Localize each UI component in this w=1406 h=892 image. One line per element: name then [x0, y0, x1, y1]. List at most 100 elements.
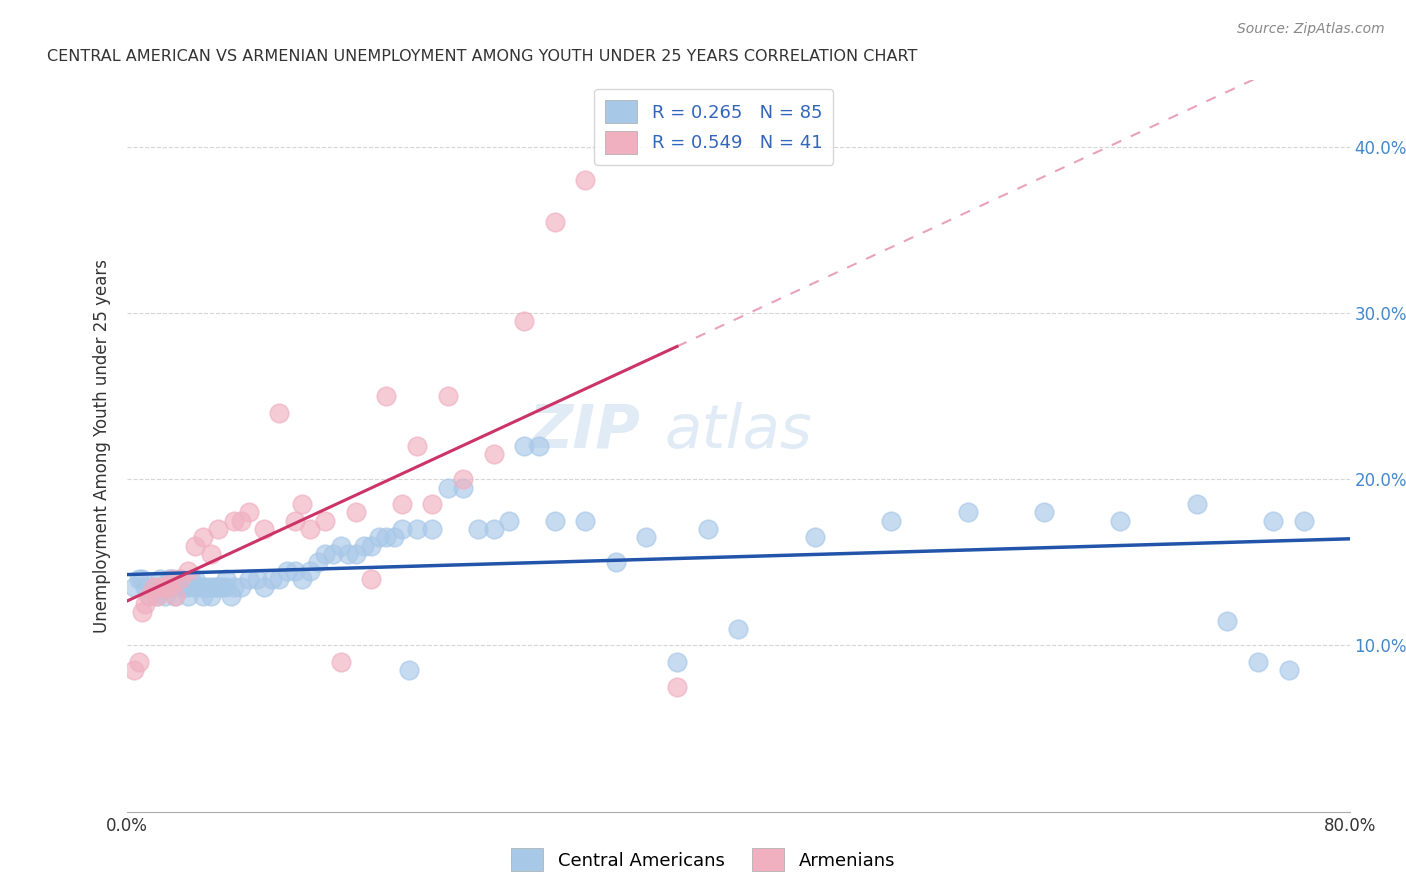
Text: CENTRAL AMERICAN VS ARMENIAN UNEMPLOYMENT AMONG YOUTH UNDER 25 YEARS CORRELATION: CENTRAL AMERICAN VS ARMENIAN UNEMPLOYMEN…: [46, 49, 917, 64]
Point: [451, 481, 474, 495]
Point: [344, 506, 367, 520]
Point: [1216, 614, 1239, 628]
Point: [291, 497, 314, 511]
Point: [238, 572, 260, 586]
Point: [382, 530, 405, 544]
Point: [253, 522, 276, 536]
Point: [375, 530, 398, 544]
Point: [162, 572, 184, 586]
Point: [173, 580, 195, 594]
Point: [200, 580, 222, 594]
Point: [143, 580, 166, 594]
Point: [165, 589, 187, 603]
Point: [231, 580, 253, 594]
Point: [1277, 664, 1299, 678]
Point: [375, 389, 398, 403]
Point: [307, 555, 329, 569]
Point: [207, 522, 229, 536]
Point: [146, 589, 169, 603]
Point: [165, 589, 187, 603]
Point: [666, 680, 689, 694]
Point: [1033, 506, 1056, 520]
Point: [422, 497, 444, 511]
Point: [122, 664, 145, 678]
Point: [128, 572, 150, 586]
Point: [406, 439, 429, 453]
Text: atlas: atlas: [665, 402, 813, 461]
Point: [482, 522, 505, 536]
Point: [146, 589, 169, 603]
Point: [299, 522, 322, 536]
Point: [219, 589, 242, 603]
Point: [209, 580, 232, 594]
Point: [177, 589, 200, 603]
Point: [153, 580, 176, 594]
Point: [1185, 497, 1208, 511]
Point: [269, 572, 291, 586]
Point: [215, 572, 238, 586]
Point: [134, 597, 156, 611]
Point: [513, 314, 536, 328]
Point: [138, 589, 160, 603]
Point: [276, 564, 298, 578]
Point: [131, 605, 153, 619]
Point: [134, 580, 156, 594]
Point: [222, 580, 245, 594]
Point: [231, 514, 253, 528]
Point: [543, 214, 565, 228]
Point: [188, 580, 211, 594]
Point: [180, 572, 202, 586]
Point: [291, 572, 314, 586]
Point: [143, 580, 166, 594]
Point: [149, 572, 172, 586]
Point: [422, 522, 444, 536]
Point: [436, 481, 458, 495]
Point: [269, 406, 291, 420]
Point: [245, 572, 267, 586]
Point: [131, 572, 153, 586]
Text: Source: ZipAtlas.com: Source: ZipAtlas.com: [1237, 22, 1385, 37]
Point: [200, 547, 222, 561]
Point: [956, 506, 979, 520]
Point: [337, 547, 360, 561]
Point: [322, 547, 344, 561]
Point: [803, 530, 825, 544]
Point: [184, 580, 207, 594]
Point: [391, 497, 413, 511]
Point: [353, 539, 375, 553]
Point: [169, 580, 191, 594]
Point: [513, 439, 536, 453]
Point: [157, 580, 180, 594]
Point: [207, 580, 229, 594]
Point: [543, 514, 565, 528]
Point: [880, 514, 903, 528]
Point: [529, 439, 551, 453]
Point: [162, 580, 184, 594]
Point: [574, 514, 596, 528]
Point: [1247, 655, 1270, 669]
Text: ZIP: ZIP: [529, 402, 640, 461]
Point: [398, 664, 420, 678]
Point: [238, 506, 260, 520]
Point: [191, 580, 214, 594]
Point: [253, 580, 276, 594]
Point: [482, 447, 505, 461]
Point: [574, 173, 596, 187]
Point: [177, 564, 200, 578]
Point: [138, 589, 160, 603]
Point: [284, 514, 307, 528]
Legend: R = 0.265   N = 85, R = 0.549   N = 41: R = 0.265 N = 85, R = 0.549 N = 41: [595, 89, 834, 165]
Point: [1109, 514, 1132, 528]
Point: [200, 589, 222, 603]
Point: [666, 655, 689, 669]
Point: [329, 539, 352, 553]
Point: [467, 522, 489, 536]
Point: [314, 514, 336, 528]
Point: [222, 514, 245, 528]
Point: [636, 530, 658, 544]
Point: [260, 572, 283, 586]
Point: [177, 580, 200, 594]
Point: [284, 564, 307, 578]
Point: [162, 572, 184, 586]
Point: [406, 522, 429, 536]
